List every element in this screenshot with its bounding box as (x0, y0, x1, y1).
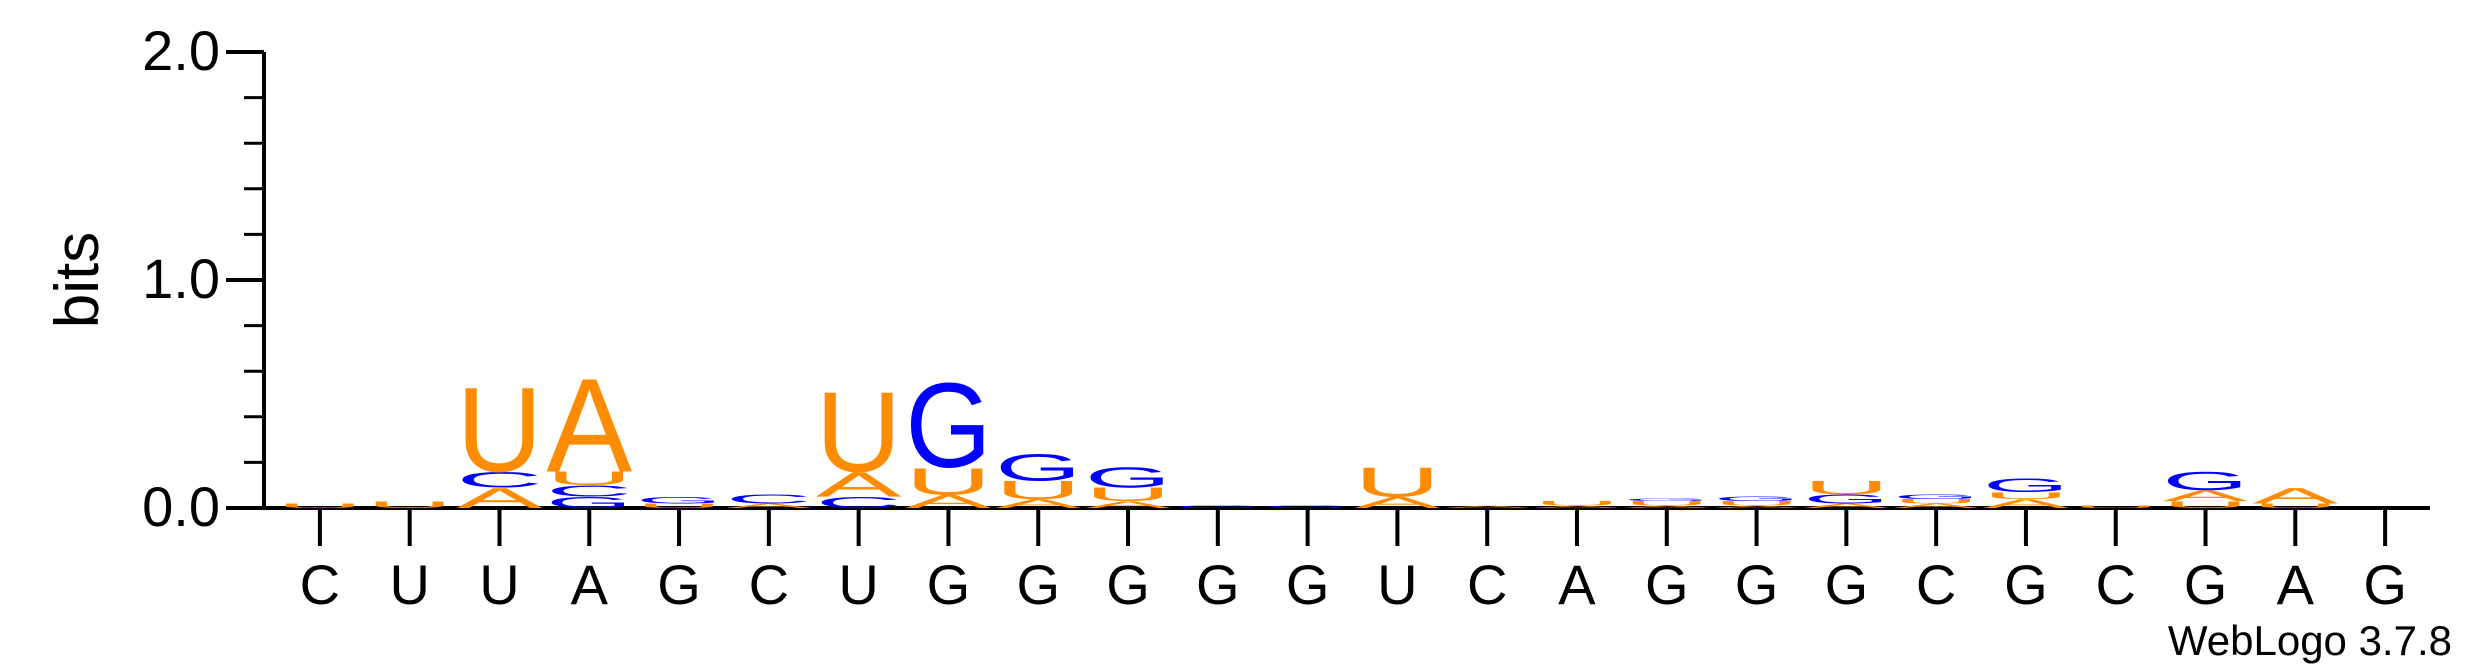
logo-letter-G: G (1175, 505, 1261, 509)
y-tick-label: 2.0 (142, 19, 220, 82)
logo-letter-A: A (1085, 499, 1171, 510)
logo-letter-U: U (995, 476, 1081, 504)
logo-letter-A: A (906, 491, 993, 512)
logo-letter-U: U (1713, 500, 1799, 507)
logo-letter-G: G (1085, 462, 1171, 494)
x-tick-label: G (2363, 553, 2407, 616)
logo-letter-G: G (1983, 475, 2069, 496)
logo-letter-G: G (905, 357, 991, 493)
logo-letter-U: U (636, 502, 722, 509)
logo-letter-U: U (367, 499, 453, 510)
x-tick-label: A (571, 553, 609, 616)
x-tick-label: C (749, 553, 789, 616)
x-tick-label: G (1645, 553, 1689, 616)
x-tick-label: G (657, 553, 701, 616)
logo-letter-U: U (2073, 505, 2159, 509)
logo-letter-A: A (457, 482, 543, 514)
logo-letter-U: U (1893, 498, 1979, 505)
y-axis: 0.0 1.0 2.0 (142, 19, 266, 538)
logo-letter-C: C (456, 467, 542, 492)
x-tick-label: G (2184, 553, 2228, 616)
x-tick-label: G (2004, 553, 2048, 616)
x-tick-label: U (389, 553, 429, 616)
logo-letter-U: U (816, 368, 902, 496)
x-tick-label: C (1467, 553, 1507, 616)
logo-letter-A: A (1354, 494, 1440, 512)
logo-letter-G: G (2162, 467, 2248, 496)
x-tick-label: A (1558, 553, 1596, 616)
logo-letter-G: G (995, 446, 1081, 489)
logo-letter-G: G (1713, 495, 1799, 502)
logo-letter-U: U (2162, 499, 2248, 510)
logo-letter-U: U (277, 502, 363, 509)
x-tick-label: G (1286, 553, 1330, 616)
x-tick-label: U (1377, 553, 1417, 616)
logo-letter-G: G (636, 495, 722, 506)
logo-letter-A: A (1893, 502, 1979, 509)
y-tick-label: 0.0 (142, 475, 220, 538)
logo-letter-A: A (816, 465, 902, 504)
logo-letter-U: U (1803, 477, 1889, 498)
logo-letter-A: A (726, 502, 812, 509)
logo-letter-A: A (995, 497, 1081, 511)
logo-letter-G: G (1265, 505, 1351, 509)
y-axis-label: bits (43, 232, 112, 328)
logo-letter-C: C (816, 494, 902, 512)
x-tick-label: G (1016, 553, 1060, 616)
logo-letter-A: A (1624, 505, 1710, 509)
logo-letter-U: U (546, 468, 632, 489)
x-tick-label: G (1196, 553, 1240, 616)
logo-letter-A: A (1803, 502, 1889, 509)
x-tick-label: U (479, 553, 519, 616)
logo-letter-U: U (1983, 490, 2069, 501)
x-tick-label: C (1916, 553, 1956, 616)
logo-letter-C: C (546, 482, 632, 500)
x-tick-label: C (2096, 553, 2136, 616)
logo-letter-G: G (546, 494, 632, 512)
y-tick-label: 1.0 (142, 247, 220, 310)
x-tick-label: G (1825, 553, 1869, 616)
logo-letter-A: A (1714, 505, 1800, 509)
logo-letter-U: U (2252, 502, 2338, 509)
x-tick-label: U (838, 553, 878, 616)
logo-letter-U: U (1534, 500, 1620, 507)
logo-letter-U: U (456, 363, 542, 498)
logo-letter-A: A (1983, 497, 2069, 511)
x-tick-label: G (927, 553, 971, 616)
x-tick-label: C (300, 553, 340, 616)
x-tick-label: G (1735, 553, 1779, 616)
logo-letter-G: G (1803, 492, 1889, 506)
weblogo-credit: WebLogo 3.7.8 (2168, 617, 2452, 664)
logo-letter-A: A (1534, 505, 1620, 509)
logo-letter-U: U (905, 460, 991, 503)
logo-letter-G: G (1893, 493, 1979, 500)
logo-letter-G: G (1624, 498, 1710, 502)
logo-letter-A: A (1444, 505, 1530, 509)
x-tick-label: G (1106, 553, 1150, 616)
logo-letter-C: C (726, 492, 812, 506)
logo-letter-A: A (2252, 483, 2338, 508)
logo-letter-U: U (1085, 484, 1171, 505)
logo-letter-A: A (546, 350, 632, 500)
logo-letter-U: U (1354, 459, 1440, 505)
logo-letter-A: A (2163, 487, 2249, 505)
x-tick-label: A (2277, 553, 2315, 616)
logo-letter-U: U (1624, 500, 1710, 507)
